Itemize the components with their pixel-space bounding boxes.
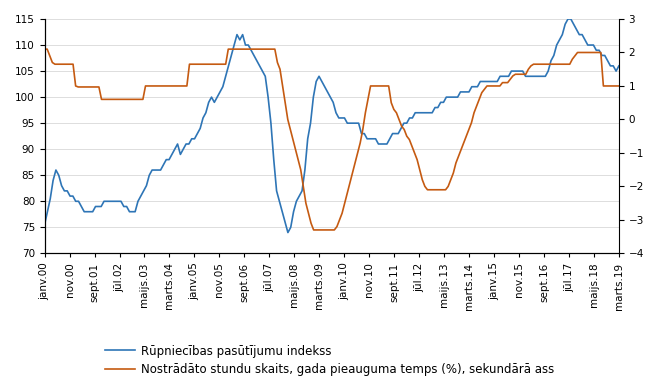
- Rūpniecības pasūtījumu indekss: [193, 131, 201, 136]
- Nostrādāto stundu skaits, gada pieauguma temps (%), sekundārā ass: [263, 47, 271, 52]
- Rūpniecības pasūtījumu indekss: [103, 199, 111, 204]
- Rūpniecības pasūtījumu indekss: [343, 121, 351, 126]
- Rūpniecības pasūtījumu indekss: [284, 230, 292, 235]
- Line: Rūpniecības pasūtījumu indekss: Rūpniecības pasūtījumu indekss: [45, 19, 619, 233]
- Nostrādāto stundu skaits, gada pieauguma temps (%), sekundārā ass: [607, 84, 615, 88]
- Legend: Rūpniecības pasūtījumu indekss, Nostrādāto stundu skaits, gada pieauguma temps (: Rūpniecības pasūtījumu indekss, Nostrādā…: [100, 340, 559, 381]
- Rūpniecības pasūtījumu indekss: [137, 194, 145, 198]
- Rūpniecības pasūtījumu indekss: [41, 222, 49, 227]
- Rūpniecības pasūtījumu indekss: [468, 84, 476, 89]
- Nostrādāto stundu skaits, gada pieauguma temps (%), sekundārā ass: [41, 47, 49, 52]
- Nostrādāto stundu skaits, gada pieauguma temps (%), sekundārā ass: [310, 228, 318, 232]
- Nostrādāto stundu skaits, gada pieauguma temps (%), sekundārā ass: [615, 84, 623, 88]
- Rūpniecības pasūtījumu indekss: [332, 110, 340, 115]
- Nostrādāto stundu skaits, gada pieauguma temps (%), sekundārā ass: [167, 84, 175, 88]
- Line: Nostrādāto stundu skaits, gada pieauguma temps (%), sekundārā ass: Nostrādāto stundu skaits, gada pieauguma…: [45, 49, 619, 230]
- Nostrādāto stundu skaits, gada pieauguma temps (%), sekundārā ass: [302, 201, 310, 206]
- Rūpniecības pasūtījumu indekss: [564, 17, 572, 22]
- Nostrādāto stundu skaits, gada pieauguma temps (%), sekundārā ass: [279, 84, 287, 88]
- Nostrādāto stundu skaits, gada pieauguma temps (%), sekundārā ass: [335, 217, 343, 222]
- Rūpniecības pasūtījumu indekss: [615, 63, 623, 68]
